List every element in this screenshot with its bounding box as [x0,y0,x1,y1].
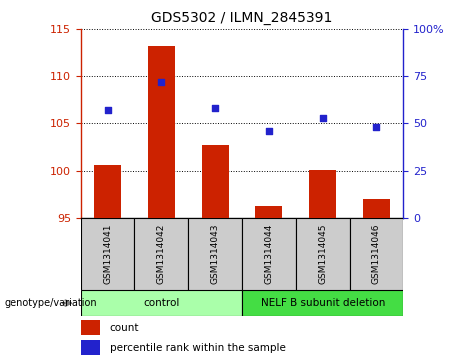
Point [265,128,272,134]
Title: GDS5302 / ILMN_2845391: GDS5302 / ILMN_2845391 [151,11,333,25]
Bar [81,320,100,335]
Bar [201,145,229,218]
Bar [135,218,188,290]
Point [212,105,219,111]
Text: GSM1314041: GSM1314041 [103,224,112,284]
Text: genotype/variation: genotype/variation [5,298,97,308]
Text: percentile rank within the sample: percentile rank within the sample [110,343,286,352]
Point [104,107,111,113]
Point [319,115,326,121]
Bar [309,170,336,218]
Bar [81,290,242,316]
Text: GSM1314046: GSM1314046 [372,224,381,284]
Bar [148,46,175,218]
Text: GSM1314045: GSM1314045 [318,224,327,284]
Text: control: control [143,298,179,308]
Text: NELF B subunit deletion: NELF B subunit deletion [260,298,385,308]
Bar [296,218,349,290]
Bar [363,199,390,218]
Bar [242,290,403,316]
Text: GSM1314042: GSM1314042 [157,224,166,284]
Text: count: count [110,323,139,333]
Bar [188,218,242,290]
Bar [242,218,296,290]
Text: GSM1314044: GSM1314044 [265,224,273,284]
Bar [81,340,100,355]
Point [373,124,380,130]
Bar [255,207,282,218]
Text: GSM1314043: GSM1314043 [211,224,219,284]
Bar [349,218,403,290]
Bar [94,165,121,218]
Point [158,79,165,85]
Bar [81,218,135,290]
